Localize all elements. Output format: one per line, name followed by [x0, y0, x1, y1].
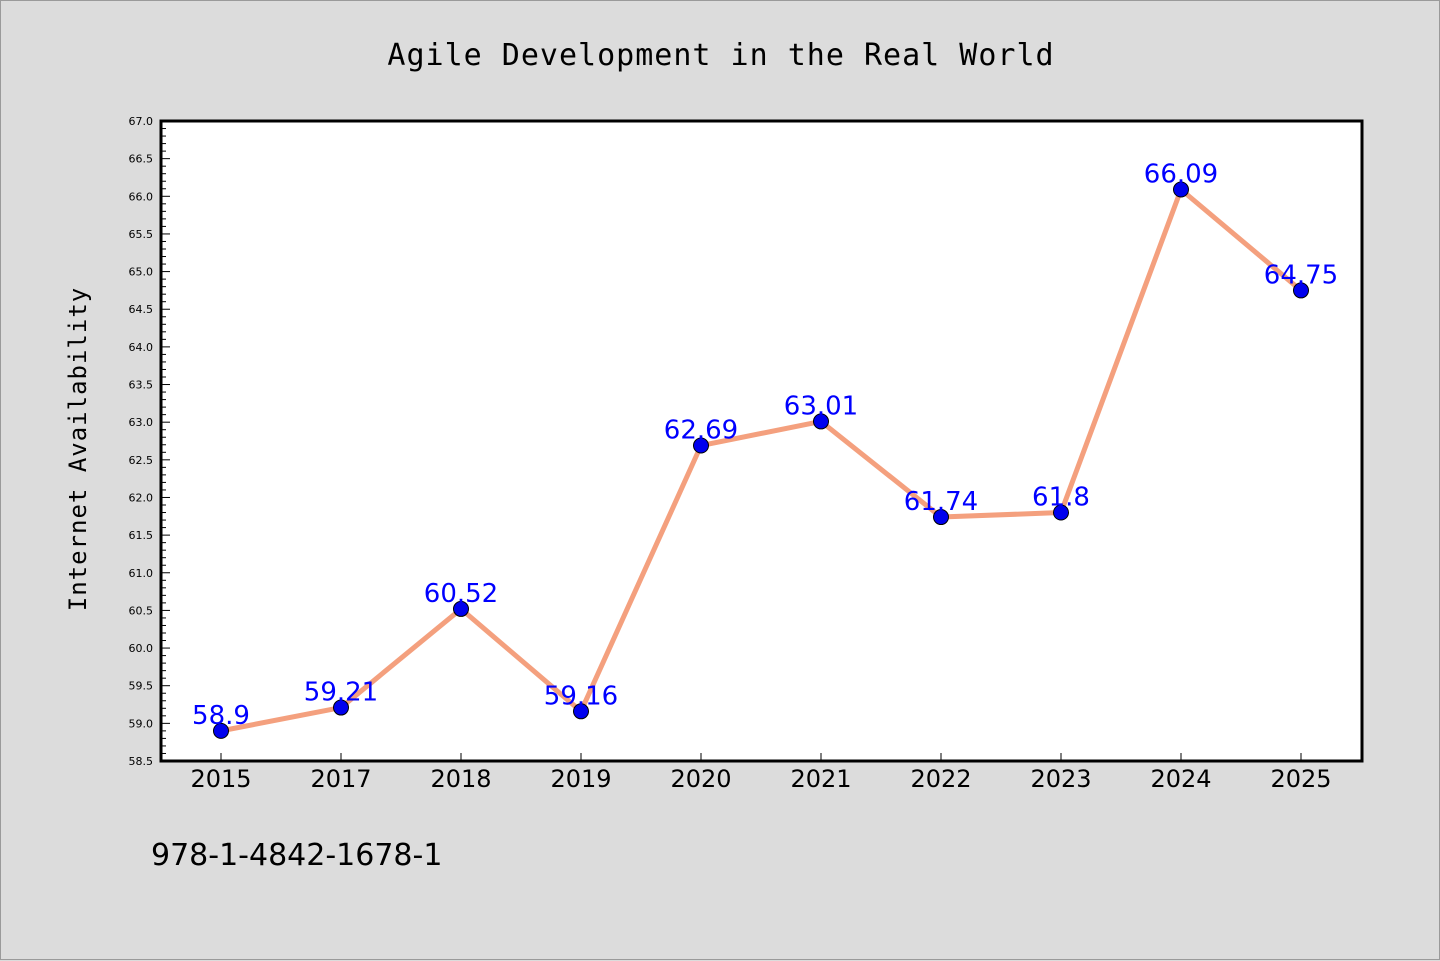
y-tick-label: 63.5	[129, 379, 154, 392]
data-value-label: 61.74	[904, 487, 978, 517]
data-value-label: 64.75	[1264, 260, 1338, 290]
y-tick-label: 59.5	[129, 680, 154, 693]
data-value-label: 59.21	[304, 678, 378, 708]
y-tick-label: 66.5	[129, 153, 154, 166]
y-tick-label: 62.5	[129, 454, 154, 467]
x-tick-label: 2023	[1030, 765, 1091, 793]
x-tick-label: 2021	[790, 765, 851, 793]
data-value-label: 61.8	[1032, 483, 1090, 513]
y-tick-label: 58.5	[129, 755, 154, 768]
data-point-marker	[1293, 282, 1309, 299]
y-tick-label: 60.0	[129, 642, 154, 655]
data-value-label: 60.52	[424, 579, 498, 609]
x-tick-label: 2017	[310, 765, 371, 793]
y-tick-label: 60.5	[129, 604, 154, 617]
x-tick-label: 2015	[190, 765, 251, 793]
y-axis-ticks: 58.5 59.0 59.5 60.0 60.5 61.0 61.5 62.0 62.5 63.0…	[129, 115, 170, 768]
data-value-label: 59.16	[544, 681, 618, 711]
y-tick-label: 64.0	[129, 341, 154, 354]
data-value-label: 66.09	[1144, 160, 1218, 190]
y-tick-label: 63.0	[129, 416, 154, 429]
y-tick-label: 65.5	[129, 228, 154, 241]
y-tick-label: 65.0	[129, 266, 154, 279]
data-point-marker	[453, 600, 469, 617]
y-tick-label: 59.0	[129, 717, 154, 730]
series-line	[218, 187, 1304, 734]
data-value-label: 58.9	[192, 701, 250, 731]
footnote-isbn: 978-1-4842-1678-1	[151, 838, 442, 873]
series-layer: 58.9 59.21 60.52 59.16 62.69 63.01 61.74 61.8 66…	[192, 160, 1338, 739]
x-tick-label: 2025	[1270, 765, 1331, 793]
data-point-marker	[213, 722, 229, 739]
plot-frame	[159, 119, 1364, 763]
y-tick-label: 61.5	[129, 529, 154, 542]
y-tick-label: 64.5	[129, 303, 154, 316]
x-axis-ticks: 2015 2017 2018 2019 2020 2021 2022 2023 2024 2025	[190, 753, 1332, 793]
y-tick-label: 67.0	[129, 115, 154, 128]
chart-title: Agile Development in the Real World	[387, 38, 1054, 73]
y-tick-label: 61.0	[129, 567, 154, 580]
data-point-marker	[813, 413, 829, 430]
data-point-marker	[573, 703, 589, 720]
plot-area	[161, 121, 1362, 761]
x-tick-label: 2024	[1150, 765, 1211, 793]
data-point-marker	[333, 699, 349, 716]
x-tick-label: 2022	[910, 765, 971, 793]
x-tick-label: 2019	[550, 765, 611, 793]
y-tick-label: 62.0	[129, 491, 154, 504]
data-point-marker	[1173, 181, 1189, 198]
y-axis-label: Internet Availability	[64, 287, 92, 611]
y-tick-label: 66.0	[129, 190, 154, 203]
x-tick-label: 2020	[670, 765, 731, 793]
x-tick-label: 2018	[430, 765, 491, 793]
data-point-marker	[933, 509, 949, 526]
data-point-marker	[1053, 504, 1069, 521]
data-value-label: 63.01	[784, 391, 858, 421]
data-value-label: 62.69	[664, 416, 738, 446]
data-point-marker	[693, 437, 709, 454]
